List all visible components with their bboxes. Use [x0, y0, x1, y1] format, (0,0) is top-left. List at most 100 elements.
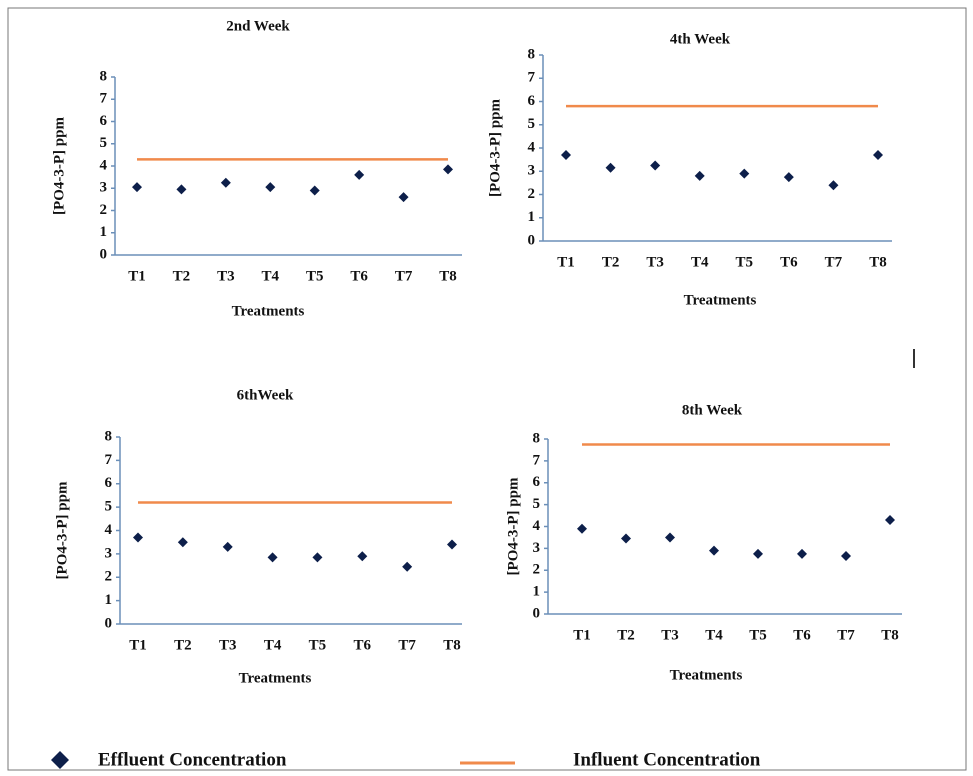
x-axis-label: Treatments: [232, 303, 305, 319]
y-tick-label: 1: [528, 209, 536, 225]
chart-title: 2nd Week: [226, 18, 290, 34]
effluent-point: [354, 169, 365, 180]
x-tick-label: T5: [736, 254, 754, 270]
y-tick-label: 5: [100, 135, 108, 151]
effluent-point: [220, 177, 231, 188]
x-tick-label: T6: [354, 637, 372, 653]
y-tick-label: 7: [100, 91, 108, 107]
x-tick-label: T3: [217, 268, 235, 284]
effluent-point: [309, 185, 320, 196]
x-tick-label: T2: [617, 627, 635, 643]
effluent-point: [177, 537, 188, 548]
effluent-point: [357, 551, 368, 562]
y-tick-label: 4: [528, 139, 536, 155]
x-axis-label: Treatments: [239, 670, 312, 686]
y-tick-label: 3: [533, 540, 541, 556]
x-tick-label: T5: [749, 627, 767, 643]
x-tick-label: T7: [837, 627, 855, 643]
x-tick-label: T2: [602, 254, 620, 270]
chart-title: 6thWeek: [237, 387, 294, 403]
x-tick-label: T5: [309, 637, 327, 653]
x-tick-label: T8: [443, 637, 461, 653]
y-tick-label: 8: [528, 46, 536, 62]
y-tick-label: 1: [105, 592, 113, 608]
y-tick-label: 2: [100, 202, 108, 218]
x-tick-label: T6: [350, 268, 368, 284]
x-tick-label: T8: [881, 627, 899, 643]
y-tick-label: 1: [100, 224, 108, 240]
y-tick-label: 0: [105, 615, 113, 631]
y-tick-label: 2: [533, 562, 541, 578]
y-tick-label: 8: [100, 68, 108, 84]
x-tick-label: T6: [793, 627, 811, 643]
x-tick-label: T6: [780, 254, 798, 270]
effluent-point: [709, 545, 719, 556]
x-tick-label: T4: [691, 254, 709, 270]
effluent-point: [621, 533, 631, 544]
effluent-point: [650, 160, 661, 171]
y-tick-label: 1: [533, 584, 541, 600]
frame: [7, 7, 967, 771]
x-axis-label: Treatments: [684, 292, 757, 308]
x-tick-label: T3: [219, 637, 237, 653]
y-tick-label: 4: [105, 522, 113, 538]
legend-marker: [51, 751, 69, 769]
y-tick-label: 8: [533, 430, 541, 446]
y-tick-label: 4: [533, 518, 541, 534]
y-tick-label: 2: [528, 186, 536, 202]
x-tick-label: T4: [705, 627, 723, 643]
effluent-point: [312, 552, 323, 563]
x-tick-label: T2: [173, 268, 191, 284]
y-axis-label: [PO4-3-P] ppm: [505, 477, 521, 575]
effluent-point: [222, 541, 233, 552]
effluent-point: [605, 162, 616, 173]
x-tick-label: T8: [439, 268, 457, 284]
y-tick-label: 4: [100, 157, 108, 173]
effluent-point: [841, 551, 851, 562]
y-tick-label: 7: [105, 452, 113, 468]
effluent-point: [783, 172, 794, 183]
effluent-point: [267, 552, 278, 563]
x-tick-label: T3: [646, 254, 664, 270]
x-tick-label: T2: [174, 637, 192, 653]
effluent-point: [176, 184, 187, 195]
y-tick-label: 5: [528, 116, 536, 132]
y-tick-label: 6: [105, 475, 113, 491]
x-tick-label: T7: [395, 268, 413, 284]
y-axis-label: [PO4-3-P] ppm: [51, 117, 67, 215]
effluent-point: [739, 168, 750, 179]
effluent-point: [443, 164, 453, 175]
legend-label: Influent Concentration: [573, 749, 761, 770]
y-tick-label: 3: [528, 163, 536, 179]
x-tick-label: T1: [129, 637, 147, 653]
x-tick-label: T7: [398, 637, 416, 653]
x-tick-label: T1: [128, 268, 146, 284]
x-tick-label: T7: [825, 254, 843, 270]
x-tick-label: T4: [262, 268, 280, 284]
effluent-point: [398, 192, 409, 203]
y-tick-label: 7: [533, 452, 541, 468]
effluent-point: [133, 532, 143, 543]
effluent-point: [753, 548, 763, 559]
effluent-point: [132, 182, 142, 193]
x-tick-label: T4: [264, 637, 282, 653]
y-axis-label: [PO4-3-P] ppm: [54, 481, 70, 579]
effluent-point: [885, 514, 895, 525]
effluent-point: [265, 182, 276, 193]
effluent-point: [447, 539, 457, 550]
effluent-point: [797, 548, 807, 559]
y-tick-label: 0: [100, 246, 108, 262]
x-tick-label: T5: [306, 268, 324, 284]
x-tick-label: T3: [661, 627, 679, 643]
x-tick-label: T1: [557, 254, 575, 270]
x-tick-label: T1: [573, 627, 591, 643]
y-tick-label: 6: [533, 474, 541, 490]
effluent-point: [402, 561, 413, 572]
y-tick-label: 6: [100, 113, 108, 129]
y-tick-label: 8: [105, 428, 113, 444]
effluent-point: [694, 170, 705, 181]
legend-label: Effluent Concentration: [98, 749, 287, 770]
y-tick-label: 5: [533, 496, 541, 512]
chart-title: 4th Week: [670, 31, 731, 47]
